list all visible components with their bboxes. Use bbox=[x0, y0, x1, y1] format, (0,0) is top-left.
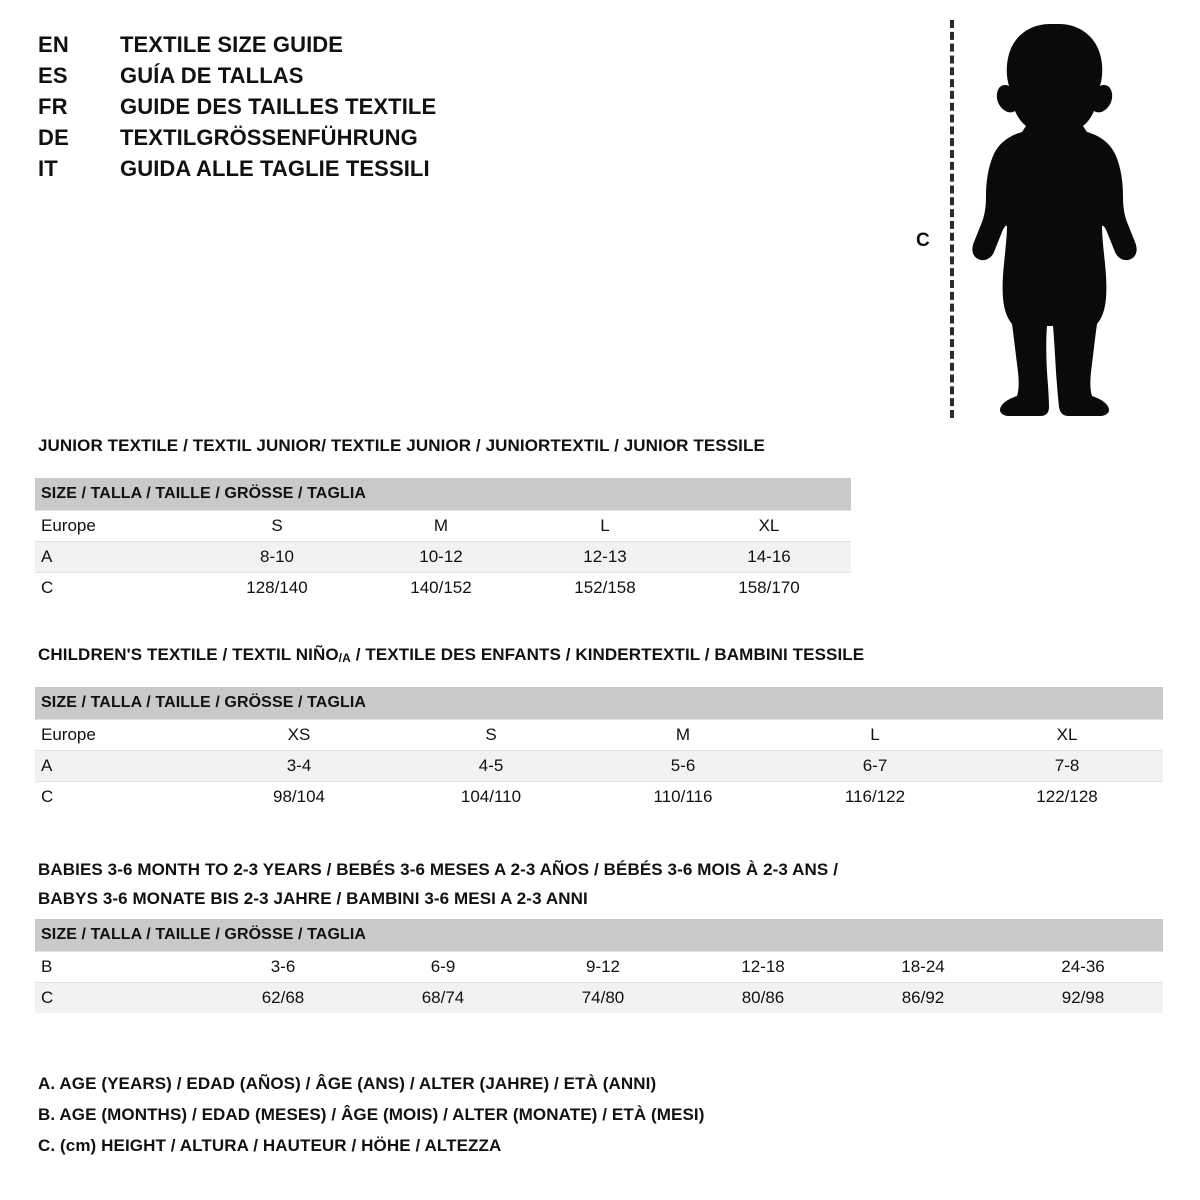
children-row-a-xl: 7-8 bbox=[971, 750, 1164, 782]
babies-row-c-col4: 80/86 bbox=[683, 982, 843, 1013]
language-row-es: ES GUÍA DE TALLAS bbox=[38, 63, 558, 94]
junior-size-s: S bbox=[195, 510, 359, 542]
children-row-a-l: 6-7 bbox=[779, 750, 971, 782]
language-row-fr: FR GUIDE DES TAILLES TEXTILE bbox=[38, 94, 558, 125]
section-title-children: CHILDREN'S TEXTILE / TEXTIL NIÑO/A / TEX… bbox=[38, 645, 864, 665]
children-row-c-l: 116/122 bbox=[779, 781, 971, 812]
children-row-c-xl: 122/128 bbox=[971, 781, 1164, 812]
babies-title-line1: BABIES 3-6 MONTH TO 2-3 YEARS / BEBÉS 3-… bbox=[38, 860, 839, 879]
children-row-c-xs: 98/104 bbox=[203, 781, 395, 812]
children-row-c-m: 110/116 bbox=[587, 781, 779, 812]
legend-line-a: A. AGE (YEARS) / EDAD (AÑOS) / ÂGE (ANS)… bbox=[38, 1074, 657, 1093]
junior-size-m: M bbox=[359, 510, 523, 542]
language-code-es: ES bbox=[38, 63, 68, 88]
babies-row-b-col2: 6-9 bbox=[363, 951, 523, 983]
junior-row-c: C 128/140 140/152 152/158 158/170 bbox=[35, 572, 851, 603]
junior-row-a-label: A bbox=[35, 541, 195, 573]
babies-row-c-col6: 92/98 bbox=[1003, 982, 1164, 1013]
junior-table-header-bar: SIZE / TALLA / TAILLE / GRÖSSE / TAGLIA bbox=[35, 478, 851, 511]
children-table-header-bar: SIZE / TALLA / TAILLE / GRÖSSE / TAGLIA bbox=[35, 687, 1164, 720]
language-title-fr: GUIDE DES TAILLES TEXTILE bbox=[120, 94, 437, 119]
babies-row-c-col5: 86/92 bbox=[843, 982, 1003, 1013]
babies-table-header-bar: SIZE / TALLA / TAILLE / GRÖSSE / TAGLIA bbox=[35, 919, 1164, 952]
children-region-label: Europe bbox=[35, 719, 203, 751]
babies-row-c: C 62/68 68/74 74/80 80/86 86/92 92/98 bbox=[35, 982, 1164, 1013]
junior-row-a-l: 12-13 bbox=[523, 541, 687, 573]
junior-row-a-m: 10-12 bbox=[359, 541, 523, 573]
section-title-junior: JUNIOR TEXTILE / TEXTIL JUNIOR/ TEXTILE … bbox=[38, 436, 765, 455]
babies-row-b-col1: 3-6 bbox=[203, 951, 363, 983]
language-code-it: IT bbox=[38, 156, 58, 181]
junior-sizes-row: Europe S M L XL bbox=[35, 510, 851, 542]
babies-row-c-col3: 74/80 bbox=[523, 982, 683, 1013]
children-size-xl: XL bbox=[971, 719, 1164, 751]
toddler-silhouette-icon bbox=[972, 24, 1137, 416]
junior-bar-label: SIZE / TALLA / TAILLE / GRÖSSE / TAGLIA bbox=[35, 478, 851, 511]
children-bar-label: SIZE / TALLA / TAILLE / GRÖSSE / TAGLIA bbox=[35, 687, 1164, 720]
language-row-en: EN TEXTILE SIZE GUIDE bbox=[38, 32, 558, 63]
babies-row-c-col2: 68/74 bbox=[363, 982, 523, 1013]
junior-row-a-xl: 14-16 bbox=[687, 541, 851, 573]
children-row-a: A 3-4 4-5 5-6 6-7 7-8 bbox=[35, 750, 1164, 782]
children-size-l: L bbox=[779, 719, 971, 751]
language-row-de: DE TEXTILGRÖSSENFÜHRUNG bbox=[38, 125, 558, 156]
section-title-babies: BABIES 3-6 MONTH TO 2-3 YEARS / BEBÉS 3-… bbox=[38, 855, 1038, 913]
junior-row-c-label: C bbox=[35, 572, 195, 603]
language-code-fr: FR bbox=[38, 94, 68, 119]
children-row-a-xs: 3-4 bbox=[203, 750, 395, 782]
babies-title-line2: BABYS 3-6 MONATE BIS 2-3 JAHRE / BAMBINI… bbox=[38, 889, 588, 908]
babies-row-b-col5: 18-24 bbox=[843, 951, 1003, 983]
children-size-xs: XS bbox=[203, 719, 395, 751]
junior-size-table: SIZE / TALLA / TAILLE / GRÖSSE / TAGLIA … bbox=[35, 478, 851, 603]
babies-row-b: B 3-6 6-9 9-12 12-18 18-24 24-36 bbox=[35, 951, 1164, 983]
height-measurement-figure: C bbox=[900, 12, 1140, 422]
language-row-it: IT GUIDA ALLE TAGLIE TESSILI bbox=[38, 156, 558, 187]
children-row-c-label: C bbox=[35, 781, 203, 812]
children-row-a-m: 5-6 bbox=[587, 750, 779, 782]
children-title-subscript: /A bbox=[338, 651, 351, 665]
junior-row-c-xl: 158/170 bbox=[687, 572, 851, 603]
height-dashed-line bbox=[950, 20, 954, 418]
babies-row-b-col4: 12-18 bbox=[683, 951, 843, 983]
legend-line-b: B. AGE (MONTHS) / EDAD (MESES) / ÂGE (MO… bbox=[38, 1105, 705, 1124]
language-header-block: EN TEXTILE SIZE GUIDE ES GUÍA DE TALLAS … bbox=[38, 32, 558, 187]
height-label-c: C bbox=[916, 230, 930, 251]
junior-region-label: Europe bbox=[35, 510, 195, 542]
legend-line-c: C. (cm) HEIGHT / ALTURA / HAUTEUR / HÖHE… bbox=[38, 1136, 502, 1155]
babies-size-table: SIZE / TALLA / TAILLE / GRÖSSE / TAGLIA … bbox=[35, 919, 1164, 1013]
language-title-de: TEXTILGRÖSSENFÜHRUNG bbox=[120, 125, 418, 150]
babies-row-c-col1: 62/68 bbox=[203, 982, 363, 1013]
babies-row-b-col6: 24-36 bbox=[1003, 951, 1164, 983]
language-title-it: GUIDA ALLE TAGLIE TESSILI bbox=[120, 156, 430, 181]
junior-row-c-l: 152/158 bbox=[523, 572, 687, 603]
junior-row-c-s: 128/140 bbox=[195, 572, 359, 603]
children-row-a-s: 4-5 bbox=[395, 750, 587, 782]
children-title-pre: CHILDREN'S TEXTILE / TEXTIL NIÑO bbox=[38, 645, 339, 664]
junior-row-c-m: 140/152 bbox=[359, 572, 523, 603]
children-title-post: / TEXTILE DES ENFANTS / KINDERTEXTIL / B… bbox=[350, 645, 865, 664]
babies-row-b-label: B bbox=[35, 951, 203, 983]
children-row-c: C 98/104 104/110 110/116 116/122 122/128 bbox=[35, 781, 1164, 812]
junior-row-a: A 8-10 10-12 12-13 14-16 bbox=[35, 541, 851, 573]
children-row-c-s: 104/110 bbox=[395, 781, 587, 812]
children-row-a-label: A bbox=[35, 750, 203, 782]
legend-block: A. AGE (YEARS) / EDAD (AÑOS) / ÂGE (ANS)… bbox=[38, 1068, 938, 1161]
babies-row-c-label: C bbox=[35, 982, 203, 1013]
language-title-es: GUÍA DE TALLAS bbox=[120, 63, 304, 88]
language-title-en: TEXTILE SIZE GUIDE bbox=[120, 32, 344, 57]
children-sizes-row: Europe XS S M L XL bbox=[35, 719, 1164, 751]
junior-size-xl: XL bbox=[687, 510, 851, 542]
junior-size-l: L bbox=[523, 510, 687, 542]
children-size-s: S bbox=[395, 719, 587, 751]
children-size-m: M bbox=[587, 719, 779, 751]
babies-bar-label: SIZE / TALLA / TAILLE / GRÖSSE / TAGLIA bbox=[35, 919, 1164, 952]
children-size-table: SIZE / TALLA / TAILLE / GRÖSSE / TAGLIA … bbox=[35, 687, 1164, 812]
babies-row-b-col3: 9-12 bbox=[523, 951, 683, 983]
language-code-en: EN bbox=[38, 32, 69, 57]
junior-row-a-s: 8-10 bbox=[195, 541, 359, 573]
language-code-de: DE bbox=[38, 125, 69, 150]
